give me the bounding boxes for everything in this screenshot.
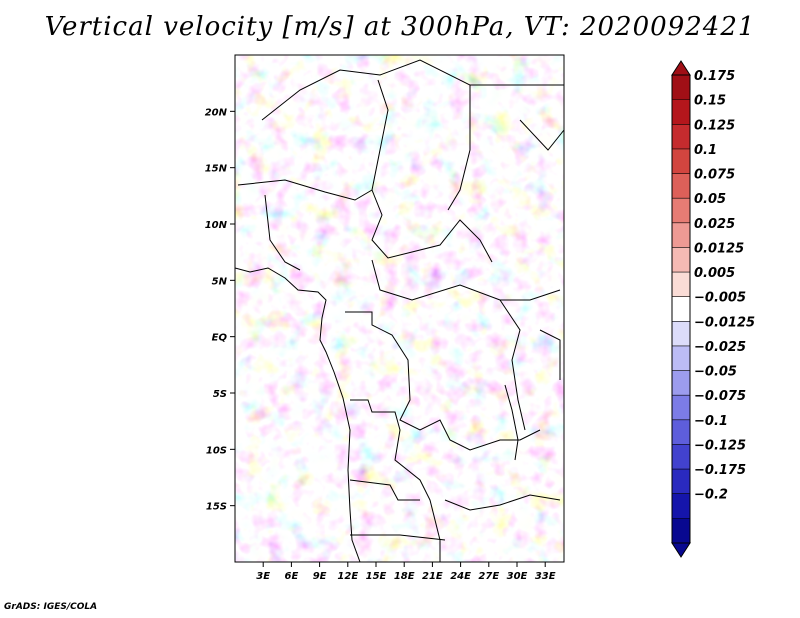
colorbar-swatch bbox=[672, 247, 690, 273]
x-tick-label: 21E bbox=[422, 571, 443, 582]
y-tick-label: 15S bbox=[206, 502, 227, 513]
heatmap-field bbox=[235, 55, 564, 562]
colorbar-label: −0.0125 bbox=[694, 315, 755, 330]
x-tick-label: 6E bbox=[285, 571, 299, 582]
colorbar-label: −0.05 bbox=[694, 365, 737, 380]
border-east bbox=[470, 84, 564, 431]
lake-tanganyika bbox=[504, 384, 519, 461]
coastline-west-africa bbox=[235, 267, 361, 562]
map-frame bbox=[234, 54, 565, 563]
colorbar-label: −0.125 bbox=[694, 438, 746, 453]
colorbar-label: 0.025 bbox=[694, 217, 735, 232]
colorbar-frame bbox=[671, 74, 691, 544]
map-area bbox=[234, 54, 565, 563]
colorbar-swatch bbox=[672, 99, 690, 125]
y-tick-label: 5N bbox=[212, 276, 228, 287]
border-car bbox=[371, 259, 561, 301]
colorbar-swatch bbox=[672, 222, 690, 248]
colorbar-label: 0.05 bbox=[694, 192, 726, 207]
colorbar-swatch bbox=[672, 444, 690, 470]
colorbar-swatch bbox=[672, 272, 690, 298]
colorbar-top-arrow bbox=[671, 60, 691, 76]
colorbar-label: 0.125 bbox=[694, 118, 735, 133]
colorbar-label: −0.1 bbox=[694, 414, 728, 429]
colorbar-label: 0.005 bbox=[694, 266, 735, 281]
y-axis: 20N 15N 10N 5N EQ 5S 10S 15S bbox=[205, 107, 235, 513]
colorbar-swatch bbox=[672, 148, 690, 175]
colorbar-label: −0.2 bbox=[694, 488, 728, 503]
x-tick-label: 27E bbox=[478, 571, 499, 582]
x-tick-label: 24E bbox=[450, 571, 471, 582]
chart-svg: 3E 6E 9E 12E 15E 18E 21E 24E 27E 30E 33E 20N 15N 10N… bbox=[205, 54, 755, 582]
chart-title: Vertical velocity [m/s] at 300hPa, VT: 2… bbox=[44, 12, 756, 42]
colorbar-label: −0.025 bbox=[694, 340, 746, 355]
colorbar-swatch bbox=[672, 124, 690, 150]
border-south bbox=[350, 494, 561, 541]
colorbar-bottom-arrow bbox=[671, 542, 691, 558]
y-tick-label: 15N bbox=[205, 164, 228, 175]
grads-credit: GrADS: IGES/COLA bbox=[4, 602, 98, 612]
colorbar-swatch bbox=[672, 493, 690, 519]
colorbar-swatch bbox=[672, 469, 690, 495]
colorbar-label: 0.15 bbox=[694, 94, 726, 109]
x-tick-label: 18E bbox=[394, 571, 415, 582]
colorbar-swatch bbox=[672, 296, 690, 322]
x-tick-label: 9E bbox=[313, 571, 327, 582]
colorbar-swatch bbox=[672, 198, 690, 224]
border-sahara bbox=[261, 59, 471, 211]
border-congo bbox=[345, 311, 541, 451]
colorbar-label: 0.175 bbox=[694, 69, 735, 84]
colorbar-swatch bbox=[672, 345, 690, 372]
colorbar-label: 0.075 bbox=[694, 168, 735, 183]
y-tick-label: 5S bbox=[213, 389, 227, 400]
x-tick-label: 30E bbox=[507, 571, 528, 582]
y-tick-label: EQ bbox=[212, 333, 228, 344]
colorbar-swatch bbox=[672, 75, 690, 101]
colorbar-swatch bbox=[672, 321, 690, 347]
colorbar-swatch bbox=[672, 395, 690, 421]
colorbar-swatch bbox=[672, 173, 690, 199]
colorbar-label: −0.075 bbox=[694, 389, 746, 404]
x-tick-label: 15E bbox=[366, 571, 387, 582]
colorbar: 0.175 0.15 0.125 0.1 0.075 0.05 0.025 0.0125 0.0… bbox=[671, 60, 755, 558]
x-tick-label: 3E bbox=[256, 571, 270, 582]
y-tick-label: 20N bbox=[205, 107, 228, 118]
x-tick-label: 12E bbox=[337, 571, 358, 582]
x-tick-label: 33E bbox=[535, 571, 556, 582]
colorbar-label: 0.0125 bbox=[694, 241, 744, 256]
colorbar-swatch bbox=[672, 419, 690, 445]
border-angola bbox=[349, 399, 441, 562]
x-axis: 3E 6E 9E 12E 15E 18E 21E 24E 27E 30E 33E bbox=[256, 562, 556, 582]
y-tick-label: 10S bbox=[206, 445, 227, 456]
colorbar-swatch bbox=[672, 518, 690, 544]
colorbar-label: −0.175 bbox=[694, 463, 746, 478]
colorbar-label: −0.005 bbox=[694, 291, 746, 306]
border-nigeria bbox=[237, 179, 373, 271]
y-tick-label: 10N bbox=[205, 220, 228, 231]
border-chad bbox=[371, 79, 493, 263]
colorbar-label: 0.1 bbox=[694, 143, 717, 158]
colorbar-swatch bbox=[672, 370, 690, 396]
